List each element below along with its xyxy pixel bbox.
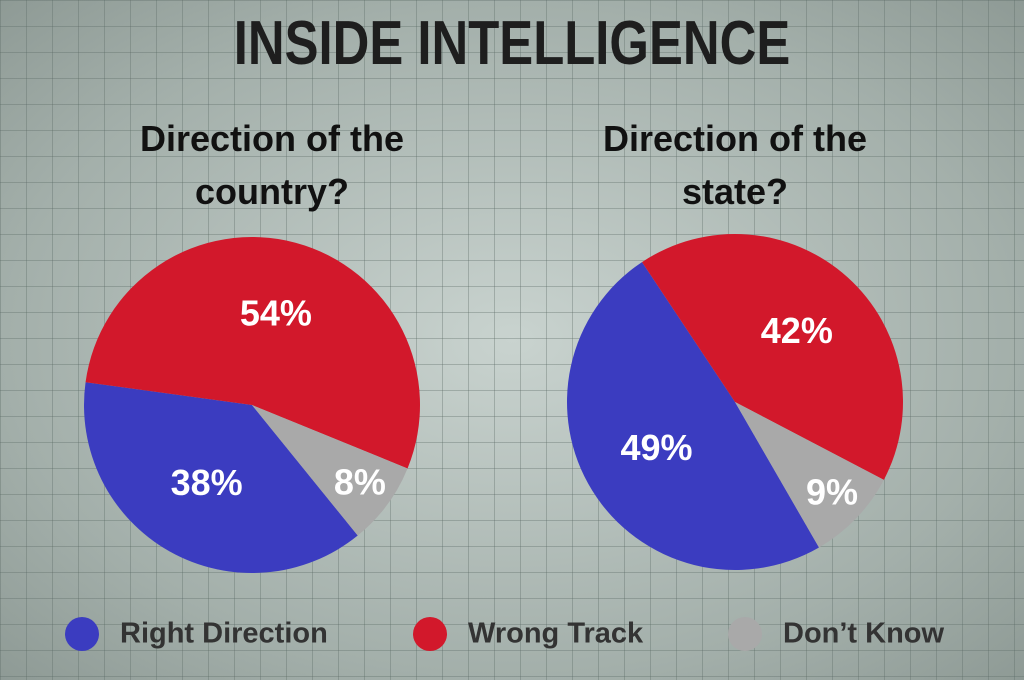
slice-label: 38% (171, 462, 243, 503)
slice-label: 42% (761, 310, 833, 351)
legend-label: Don’t Know (783, 618, 945, 650)
slice-label: 49% (620, 427, 692, 468)
legend-label: Right Direction (120, 618, 328, 650)
legend-swatch (728, 617, 762, 651)
pie-title: Direction of the state? (602, 118, 867, 212)
legend-swatch (413, 617, 447, 651)
main-title: INSIDE INTELLIGENCE (233, 9, 791, 78)
pie-slice (735, 402, 884, 548)
legend-label: Wrong Track (468, 618, 644, 650)
pie-slice (642, 233, 904, 480)
pie-slice (83, 382, 358, 573)
pie-slice (567, 262, 819, 570)
pie-slice (85, 237, 420, 469)
slice-label: 54% (240, 292, 312, 333)
pie-slice (252, 405, 408, 536)
pie-title: Direction of the country? (139, 118, 404, 212)
slice-label: 9% (806, 472, 858, 513)
legend-swatch (65, 617, 99, 651)
slice-label: 8% (334, 462, 386, 503)
